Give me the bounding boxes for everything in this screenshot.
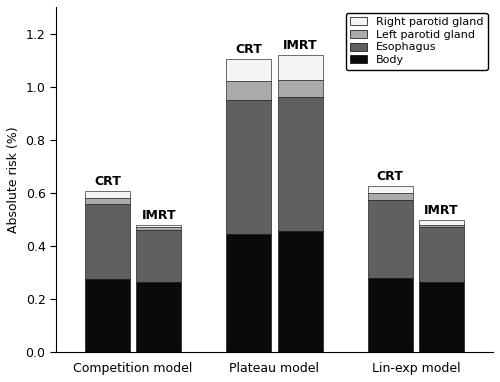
Bar [278, 80, 322, 97]
Bar [136, 225, 182, 227]
Bar [278, 231, 322, 352]
Bar [278, 97, 322, 231]
Text: CRT: CRT [94, 175, 121, 188]
Bar [278, 55, 322, 80]
Bar [419, 282, 464, 352]
Y-axis label: Absolute risk (%): Absolute risk (%) [7, 126, 20, 233]
Text: IMRT: IMRT [142, 209, 176, 222]
Bar [85, 279, 130, 352]
Bar [136, 227, 182, 230]
Bar [368, 278, 412, 352]
Bar [368, 200, 412, 278]
Bar [85, 204, 130, 279]
Legend: Right parotid gland, Left parotid gland, Esophagus, Body: Right parotid gland, Left parotid gland,… [346, 13, 488, 70]
Bar [419, 220, 464, 225]
Text: IMRT: IMRT [283, 39, 318, 52]
Bar [368, 186, 412, 193]
Bar [136, 230, 182, 282]
Bar [368, 193, 412, 200]
Text: CRT: CRT [377, 170, 404, 183]
Text: IMRT: IMRT [424, 204, 459, 217]
Bar [85, 198, 130, 204]
Text: CRT: CRT [236, 42, 262, 55]
Bar [419, 225, 464, 227]
Bar [226, 234, 272, 352]
Bar [226, 100, 272, 234]
Bar [85, 191, 130, 198]
Bar [226, 59, 272, 81]
Bar [419, 227, 464, 282]
Bar [226, 81, 272, 100]
Bar [136, 282, 182, 352]
